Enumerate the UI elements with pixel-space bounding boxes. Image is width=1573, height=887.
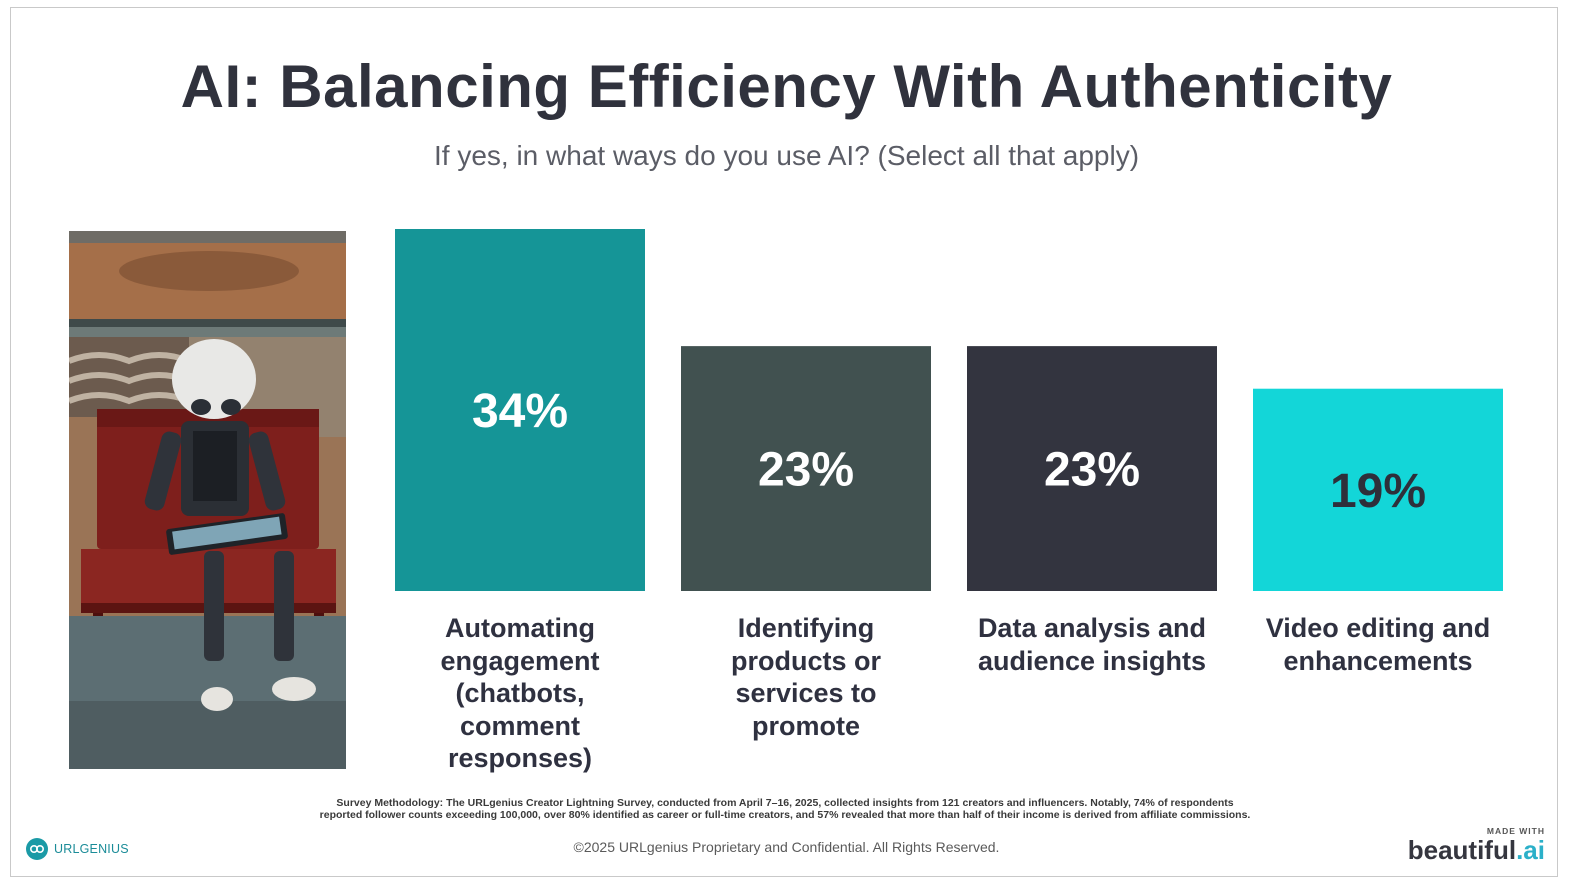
beautiful-ai-logo: beautiful.ai <box>1407 835 1545 865</box>
robot-photo-illustration <box>69 231 346 769</box>
bar-value-label-3: 23% <box>1044 444 1140 497</box>
page-subtitle: If yes, in what ways do you use AI? (Sel… <box>433 140 1140 171</box>
page-title: AI: Balancing Efficiency With Authentici… <box>180 53 1393 120</box>
brand-name: URLGENIUS <box>54 842 129 856</box>
bar-value-label-2: 23% <box>758 444 854 497</box>
bar-3 <box>967 346 1217 591</box>
methodology-line-2: reported follower counts exceeding 100,0… <box>319 809 1251 821</box>
bar-value-label-4: 19% <box>1330 465 1426 518</box>
link-icon <box>26 838 48 860</box>
urlgenius-brand: URLGENIUS <box>26 838 129 860</box>
category-label-automating: Automating engagement (chatbots, comment… <box>440 613 600 773</box>
made-with-badge: MADE WITH beautiful.ai <box>1408 826 1545 864</box>
bar-4 <box>1253 388 1503 591</box>
bar-value-label-1: 34% <box>472 385 568 438</box>
copyright: ©2025 URLgenius Proprietary and Confiden… <box>573 839 1000 855</box>
category-label-identifying: Identifying products or services to prom… <box>730 613 881 741</box>
category-label-data-analysis: Data analysis and audience insights <box>977 613 1207 676</box>
category-label-video-editing: Video editing and enhancements <box>1265 613 1491 676</box>
survey-methodology: Survey Methodology: The URLgenius Creato… <box>250 797 1320 821</box>
bar-1 <box>395 229 645 591</box>
methodology-line-1: Survey Methodology: The URLgenius Creato… <box>336 797 1234 809</box>
made-with-label: MADE WITH <box>1486 826 1545 836</box>
robot-photo <box>69 231 346 769</box>
bar-2 <box>681 346 931 591</box>
